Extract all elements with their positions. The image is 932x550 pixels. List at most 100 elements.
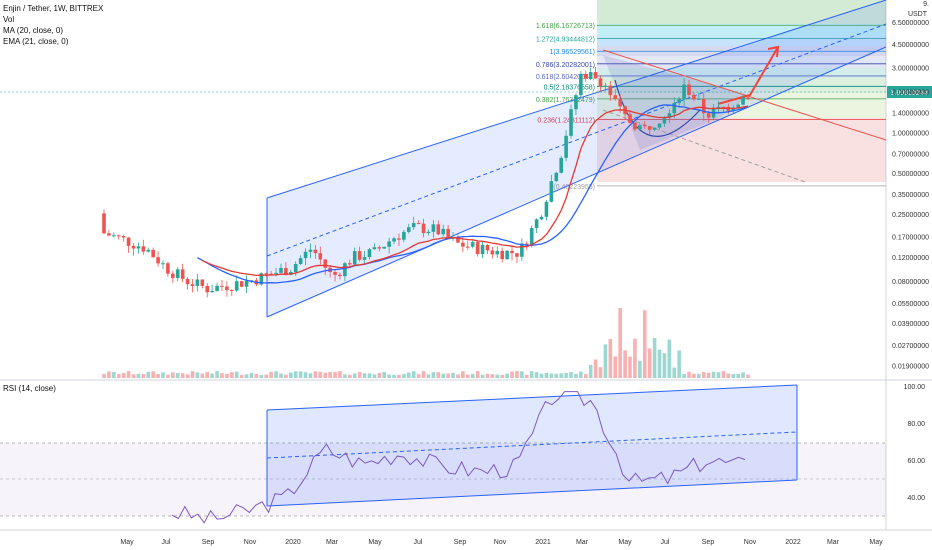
volume-bar [569, 372, 573, 378]
candle-body [372, 247, 377, 250]
price-tick-label: 4.50000000 [892, 42, 929, 49]
candle-body [569, 109, 573, 136]
candle-body [721, 106, 726, 108]
volume-bar [215, 371, 219, 378]
volume-bar [638, 360, 642, 378]
candle-body [667, 113, 672, 119]
time-tick-label: Jul [661, 539, 670, 546]
candle-body [736, 104, 740, 108]
candle-body [539, 216, 544, 220]
volume-bar [421, 371, 426, 378]
candle-body [343, 263, 347, 277]
vol-legend[interactable]: Vol [3, 15, 14, 24]
candle-body [544, 201, 549, 217]
price-tick-label: 1.40000000 [892, 110, 929, 117]
ma-line [197, 104, 749, 284]
volume-bar [480, 374, 485, 378]
volume-bar [500, 374, 504, 378]
candle-body [524, 243, 529, 246]
volume-bar [642, 310, 647, 378]
volume-bar [583, 374, 588, 378]
candle-body [298, 258, 303, 265]
candle-body [392, 238, 396, 242]
volume-bar [588, 364, 593, 378]
price-axis[interactable]: 9. 6.50000000 4.50000000 3.00000000 2.000000… [892, 1, 929, 370]
volume-bar [667, 339, 672, 378]
volume-bar [225, 373, 229, 378]
candle-body [244, 280, 249, 287]
price-tick-label: 0.25000000 [892, 212, 929, 219]
fib-levels: 1.618(6.16726713) 1.272(4.93444812) 1(3.96… [536, 23, 886, 191]
candle-body [613, 95, 618, 100]
volume-bar [239, 374, 244, 378]
candle-body [638, 125, 642, 130]
rsi-tick-label: 60.00 [907, 458, 925, 465]
candle-body [633, 122, 637, 130]
candle-body [136, 246, 141, 249]
candle-body [529, 228, 534, 246]
candle-body [411, 223, 416, 228]
fib-level-label: 1(3.96529561) [549, 49, 595, 56]
volume-bar [126, 371, 131, 378]
time-tick-label: Jul [414, 539, 423, 546]
candle-body [166, 263, 170, 274]
price-tick-label: 0.17000000 [892, 235, 929, 242]
fib-level-label: 0.382(1.76332479) [536, 97, 595, 104]
ema-legend[interactable]: EMA (21, close, 0) [3, 37, 69, 46]
candle-body [505, 250, 509, 260]
volume-bar [426, 374, 431, 378]
volume-bar [539, 373, 544, 378]
volume-bar [652, 338, 657, 378]
time-axis[interactable]: May Jul Sep Nov 2020 Mar May Jul Sep Nov 2021 Mar Ma… [120, 539, 883, 546]
price-tick-label: 1.00000000 [892, 130, 929, 137]
rsi-legend[interactable]: RSI (14, close) [3, 384, 56, 393]
volume-bar [357, 372, 362, 378]
price-tick-label: 6.50000000 [892, 20, 929, 27]
candle-body [662, 118, 667, 124]
symbol-title[interactable]: Enjin / Tether, 1W, BITTREX [3, 4, 104, 13]
volume-bar [171, 372, 175, 378]
candle-body [461, 242, 465, 247]
volume-bar [352, 373, 357, 378]
volume-bar [166, 374, 170, 378]
candle-body [303, 251, 308, 259]
candle-body [348, 263, 352, 265]
volume-bar [431, 372, 436, 378]
rsi-tick-label: 80.00 [907, 421, 925, 428]
projection-arrow[interactable] [717, 45, 780, 105]
volume-bar [470, 374, 475, 378]
current-price-label: 1.89810244 [891, 90, 928, 97]
volume-bar [318, 371, 323, 378]
volume-bar [279, 373, 283, 378]
candle-body [495, 250, 500, 255]
time-tick-label: May [869, 539, 883, 546]
volume-bar [441, 373, 446, 378]
candle-body [259, 273, 264, 285]
volume-bar [529, 371, 534, 378]
candle-body [161, 263, 165, 265]
time-tick-label: May [618, 539, 632, 546]
volume-bar [475, 371, 480, 378]
volume-bar [264, 374, 269, 378]
candle-body [156, 257, 160, 264]
ma-legend[interactable]: MA (20, close, 0) [3, 26, 63, 35]
volume-bar [677, 350, 681, 378]
volume-bar [544, 372, 549, 378]
time-tick-label: May [368, 539, 382, 546]
fib-level-label: 0.786(3.20282001) [536, 62, 595, 69]
price-tick-label: 2.00000000 [892, 89, 929, 96]
volume-bar [107, 371, 111, 378]
candle-body [416, 223, 421, 225]
candle-body [520, 243, 524, 257]
volume-bar [362, 373, 367, 378]
candle-body [652, 127, 657, 130]
rsi-pane [0, 384, 886, 517]
price-unit: USDT [908, 11, 928, 18]
candle-body [367, 249, 372, 258]
candle-body [200, 279, 205, 286]
volume-bar [436, 372, 441, 378]
candle-body [318, 253, 323, 260]
candle-body [657, 123, 662, 128]
candle-body [112, 235, 116, 237]
